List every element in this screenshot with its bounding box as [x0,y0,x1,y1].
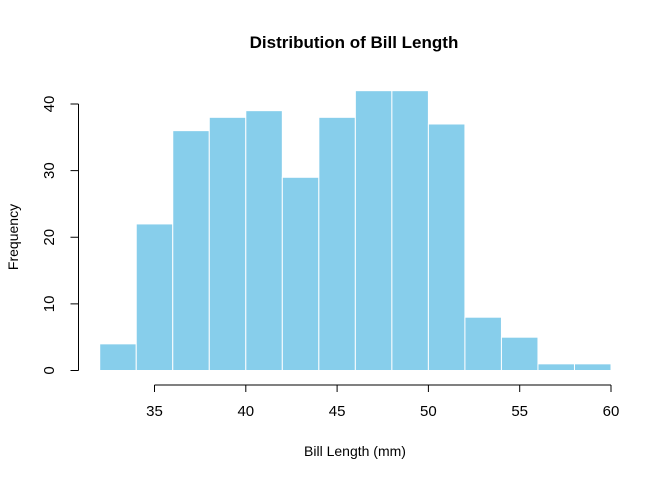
y-tick-label: 20 [41,229,58,246]
histogram-bar [281,176,320,371]
x-tick-label: 60 [603,403,620,420]
histogram-bar [99,343,137,372]
bars-group [99,90,612,372]
histogram-bar [427,123,466,371]
x-tick-label: 35 [146,403,163,420]
x-tick-label: 45 [329,403,346,420]
x-tick-label: 55 [511,403,528,420]
x-tick-label: 40 [237,403,254,420]
y-tick-label: 0 [41,366,58,374]
histogram-bar [500,336,539,371]
histogram-bar [464,316,502,372]
y-tick-label: 30 [41,162,58,179]
histogram-bar [391,90,429,372]
x-tick-label: 50 [420,403,437,420]
y-tick-label: 40 [41,96,58,113]
histogram-bar [573,363,612,371]
histogram-bar [172,130,210,371]
y-axis: 0 10 20 30 40 [41,96,79,375]
histogram-bar [354,90,393,372]
x-axis: 35 40 45 50 55 60 [146,384,620,420]
histogram-bar [135,223,174,371]
histogram-bar [208,116,247,371]
chart-title: Distribution of Bill Length [250,33,459,52]
histogram-bar [537,363,575,371]
histogram-bar [245,110,283,371]
histogram-bar [318,116,356,371]
y-axis-label: Frequency [5,204,21,270]
y-tick-label: 10 [41,296,58,313]
x-axis-label: Bill Length (mm) [304,443,406,459]
